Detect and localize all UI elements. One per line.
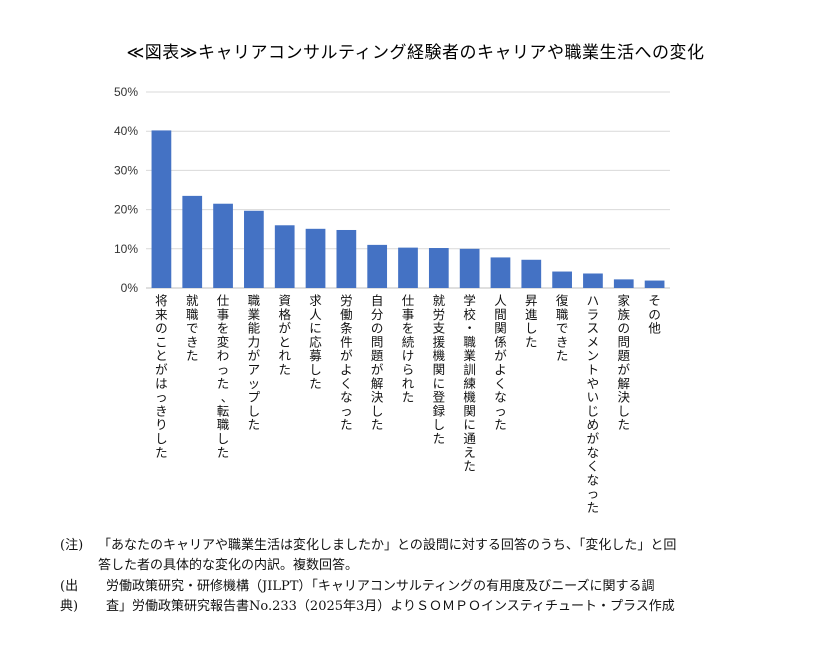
y-tick-label: 30% xyxy=(114,163,138,177)
source-line-1: 労働政策研究・研修機構（JILPT）「キャリアコンサルティングの有用度及びニーズ… xyxy=(106,579,655,594)
bar xyxy=(583,273,603,288)
y-tick-label: 40% xyxy=(114,124,138,138)
bar xyxy=(182,195,203,288)
bar xyxy=(305,228,326,288)
category-label: 復職できた xyxy=(556,293,569,363)
y-tick-label: 20% xyxy=(114,203,138,217)
category-label: 就労支援機関に登録した xyxy=(433,293,446,446)
category-label: ハラスメントやいじめがなくなった xyxy=(587,293,600,515)
bar xyxy=(490,257,511,288)
footnote-line-1: 「あなたのキャリアや職業生活は変化しましたか」との設問に対する回答のうち、「変化… xyxy=(98,538,677,553)
category-labels: 将来のことがはっきりした 就職できた 仕事を変わった、転職した 職業能力がアップした 資… xyxy=(155,293,661,515)
bar xyxy=(244,210,264,288)
bar xyxy=(521,259,542,288)
bar xyxy=(644,280,665,288)
y-tick-label: 0% xyxy=(121,281,139,295)
category-label: 職業能力がアップした xyxy=(248,293,261,432)
bar-chart: 0% 10% 20% 30% 40% 50% 将来のことがはっきりした 就職できた 仕事を変わ… xyxy=(114,85,670,515)
y-axis-ticks: 0% 10% 20% 30% 40% 50% xyxy=(114,85,138,295)
y-tick-label: 50% xyxy=(114,85,138,99)
bar xyxy=(367,244,388,288)
footnote-line-2: 答した者の具体的な変化の内訳。複数回答。 xyxy=(98,558,359,573)
category-label: 自分の問題が解決した xyxy=(371,293,384,432)
category-label: 仕事を続けられた xyxy=(402,293,415,405)
bar xyxy=(274,225,295,288)
bar xyxy=(613,279,634,288)
category-label: 将来のことがはっきりした xyxy=(155,293,168,460)
category-label: 仕事を変わった、転職した xyxy=(217,293,234,460)
y-tick-label: 10% xyxy=(114,242,138,256)
category-label: 家族の問題が解決した xyxy=(618,293,631,432)
category-label: 求人に応募した xyxy=(309,293,322,391)
category-label: 学校・職業訓練機関に通えた xyxy=(463,293,476,474)
bar xyxy=(552,271,572,288)
source-line-2: 査」労働政策研究報告書No.233（2025年3月）よりＳＯＭＰＯインスティチュ… xyxy=(106,599,675,614)
category-label: 資格がとれた xyxy=(278,293,291,377)
category-label: 労働条件がよくなった xyxy=(340,293,353,432)
bar xyxy=(428,248,449,288)
bar xyxy=(213,203,233,288)
source-label: (出典) xyxy=(60,579,79,614)
footnote-label: (注) xyxy=(60,538,84,553)
category-label: 人間関係がよくなった xyxy=(494,293,507,432)
bar xyxy=(151,130,172,288)
category-label: その他 xyxy=(648,293,661,336)
bar xyxy=(459,248,480,288)
category-label: 就職できた xyxy=(186,293,199,363)
bar xyxy=(336,229,357,288)
bars xyxy=(151,130,665,288)
category-label: 昇進した xyxy=(525,293,538,349)
bar xyxy=(398,247,418,288)
chart-title: ≪図表≫キャリアコンサルティング経験者のキャリアや職業生活への変化 xyxy=(126,43,705,63)
